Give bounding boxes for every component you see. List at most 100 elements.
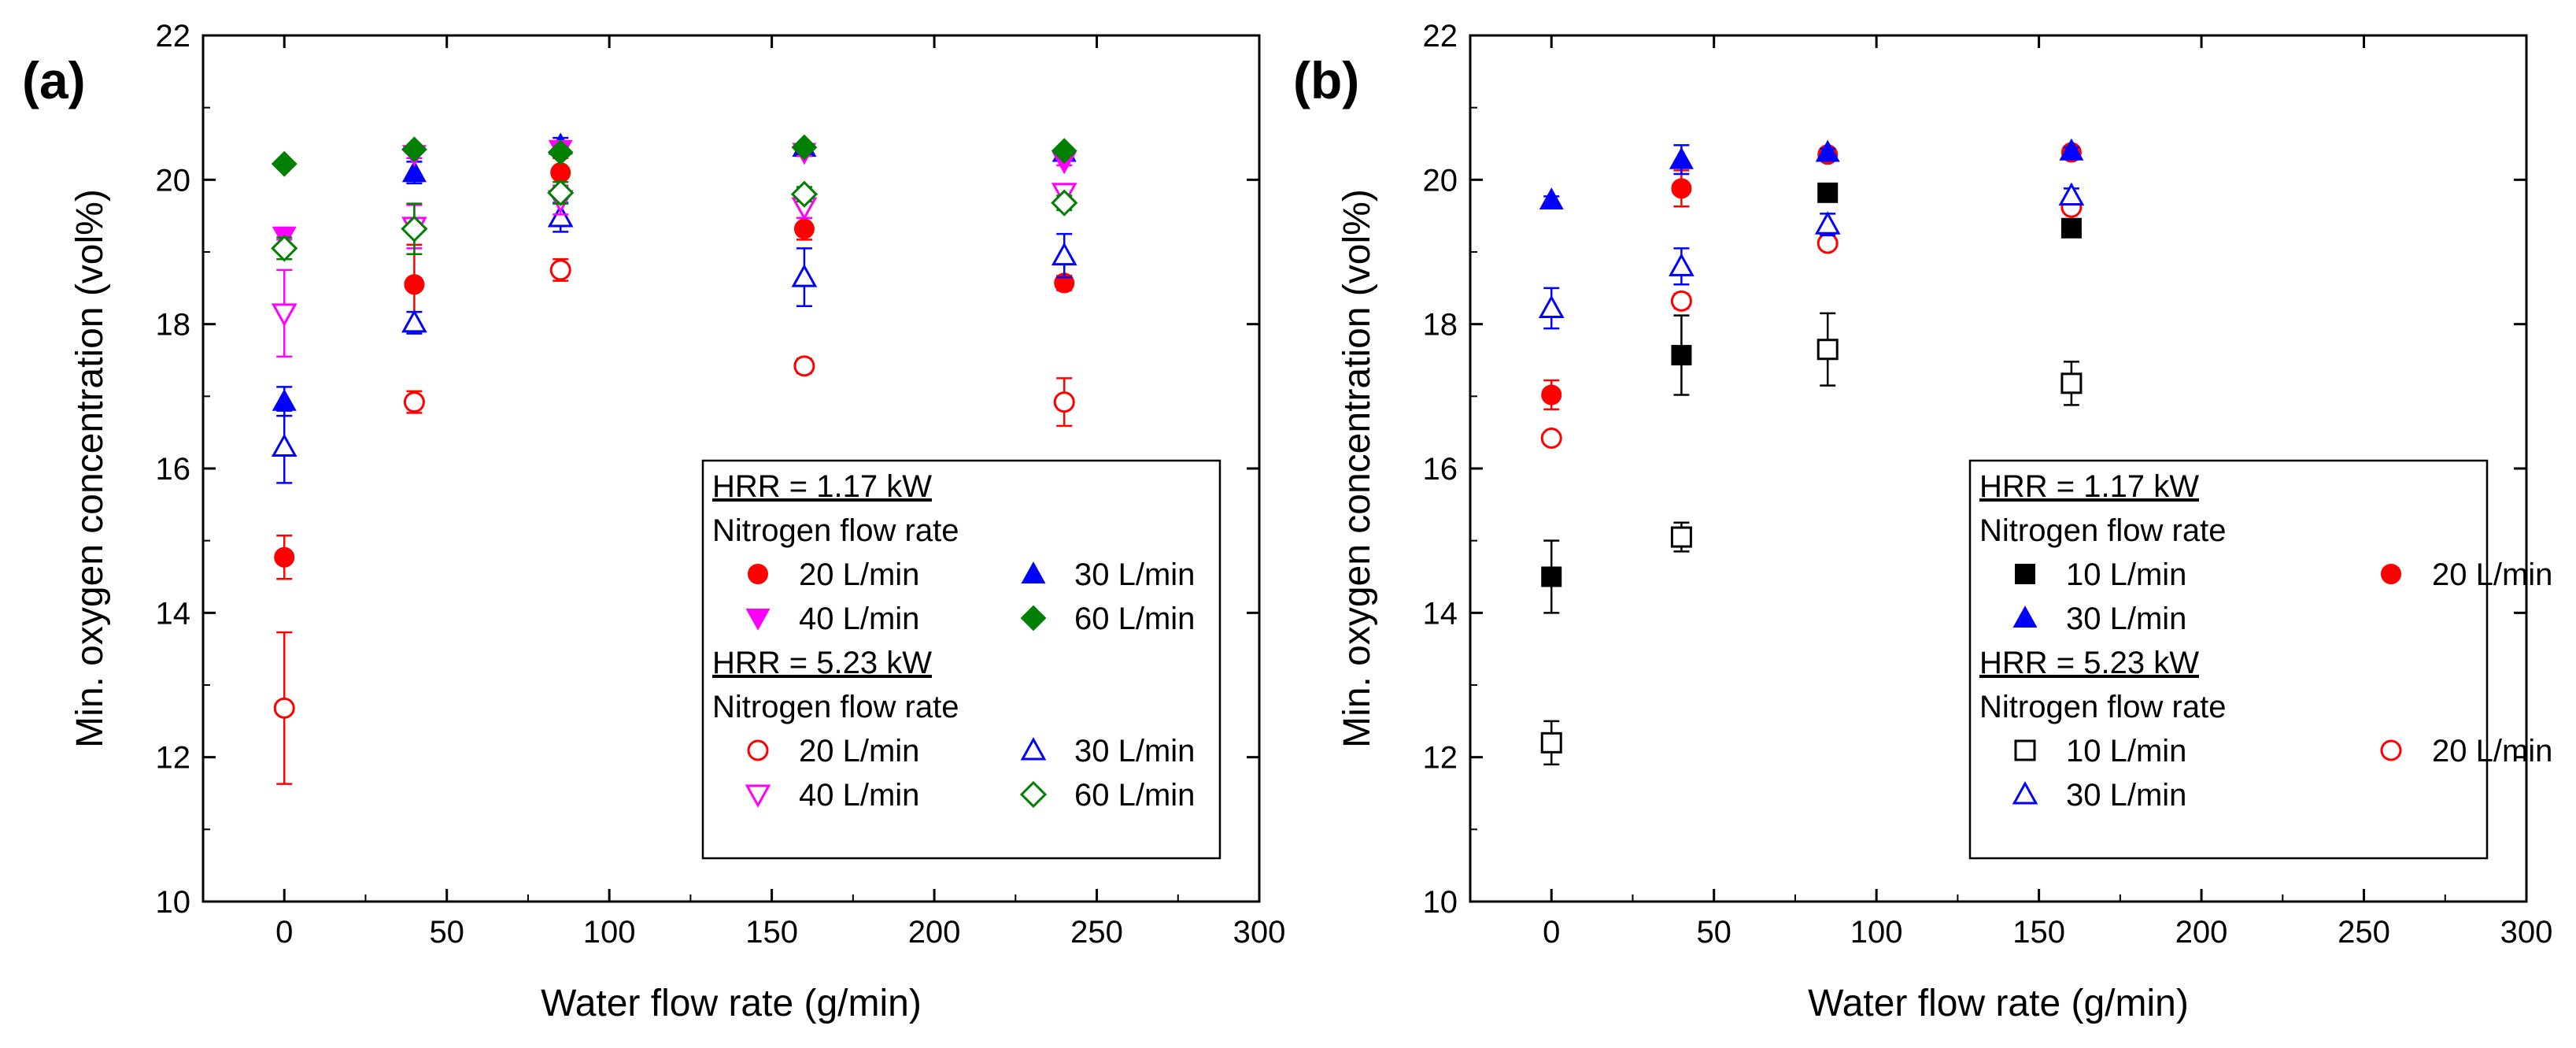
data-point xyxy=(401,309,427,333)
legend: HRR = 1.17 kW Nitrogen flow rate 10 L/min 2… xyxy=(1968,459,2552,860)
legend-marker xyxy=(1020,737,1047,761)
series-6 xyxy=(271,183,1077,358)
data-point xyxy=(1540,428,1562,449)
legend-entry-label: 20 L/min xyxy=(799,734,919,768)
y-axis-title: Min. oxygen concentration (vol%) xyxy=(69,189,111,748)
data-point xyxy=(273,697,295,719)
data-point xyxy=(274,546,295,568)
legend-box xyxy=(1968,459,2489,860)
y-tick-label: 22 xyxy=(1423,19,1458,54)
series-4 xyxy=(1540,196,2083,449)
series-2 xyxy=(1539,138,2084,210)
y-tick-label: 12 xyxy=(156,741,191,776)
legend-entry-label: 20 L/min xyxy=(2432,557,2552,592)
legend-marker xyxy=(2380,739,2402,761)
legend-entry-label: 60 L/min xyxy=(1074,602,1195,636)
y-tick-label: 18 xyxy=(1423,308,1458,343)
legend-entry-label: 30 L/min xyxy=(1074,734,1195,768)
data-point xyxy=(2058,182,2085,206)
legend-marker xyxy=(2014,739,2036,761)
x-tick-label: 250 xyxy=(2338,915,2390,950)
y-tick-label: 14 xyxy=(1423,596,1458,631)
legend-marker xyxy=(2012,605,2038,628)
data-point xyxy=(401,136,427,163)
legend-marker xyxy=(2015,564,2035,584)
data-point xyxy=(1815,139,1840,162)
legend-entry-label: 30 L/min xyxy=(1074,557,1195,592)
series-3 xyxy=(271,134,1077,177)
legend-heading: HRR = 5.23 kW xyxy=(1979,646,2199,680)
data-point xyxy=(1051,138,1077,165)
legend-entry-label: 40 L/min xyxy=(799,778,919,813)
x-tick-label: 0 xyxy=(275,915,293,950)
data-point xyxy=(791,134,818,161)
series-5 xyxy=(1538,182,2085,330)
series-1 xyxy=(1541,142,2082,411)
chart-panel-a: 0 50 100 150 200 250 300 10 12 14 16 18 20 22 Water fl… xyxy=(22,19,1285,1024)
data-point xyxy=(1053,391,1075,413)
series-5 xyxy=(271,202,1077,484)
x-tick-label: 100 xyxy=(583,915,636,950)
legend-marker xyxy=(1021,561,1046,584)
legend-entry-label: 60 L/min xyxy=(1074,778,1195,813)
data-point xyxy=(1540,731,1562,754)
data-point xyxy=(403,391,425,413)
series-3 xyxy=(1540,312,2083,766)
x-axis-title: Water flow rate (g/min) xyxy=(1808,983,2189,1024)
x-tick-label: 300 xyxy=(2500,915,2553,950)
legend-entry-label: 40 L/min xyxy=(799,602,919,636)
data-point xyxy=(547,139,574,165)
x-tick-label: 150 xyxy=(2012,915,2065,950)
y-tick-label: 20 xyxy=(156,163,191,198)
data-point xyxy=(1538,294,1565,319)
data-point xyxy=(404,274,425,295)
data-point xyxy=(401,160,427,183)
legend-box xyxy=(701,459,1221,860)
data-point xyxy=(791,264,818,287)
legend-marker xyxy=(745,784,771,808)
legend-marker xyxy=(2012,781,2038,805)
data-point xyxy=(790,180,819,208)
chart-panel-b: 0 50 100 150 200 250 300 10 12 14 16 18 20 22 Water fl… xyxy=(1293,19,2552,1024)
legend-entry-label: 30 L/min xyxy=(2066,778,2186,813)
panel-label: (b) xyxy=(1293,51,1359,109)
data-point xyxy=(1541,566,1562,587)
y-tick-label: 16 xyxy=(1423,452,1458,487)
legend-marker xyxy=(2381,564,2401,584)
data-point xyxy=(547,204,574,228)
series-2 xyxy=(272,139,1077,249)
x-tick-label: 200 xyxy=(2175,915,2228,950)
data-point xyxy=(1051,242,1077,266)
data-point xyxy=(793,355,815,377)
legend-subheading: Nitrogen flow rate xyxy=(712,690,959,724)
legend-marker xyxy=(745,608,771,631)
y-tick-label: 14 xyxy=(156,596,191,631)
x-tick-label: 300 xyxy=(1233,915,1286,950)
data-point xyxy=(2060,217,2082,239)
x-tick-label: 50 xyxy=(1696,915,1732,950)
y-tick-label: 10 xyxy=(156,885,191,920)
x-tick-label: 0 xyxy=(1543,915,1560,950)
panel-label: (a) xyxy=(22,51,86,109)
data-point xyxy=(1539,187,1564,210)
series-7 xyxy=(271,179,1078,262)
data-point xyxy=(1671,178,1692,199)
legend-marker xyxy=(1019,780,1048,809)
x-tick-label: 100 xyxy=(1850,915,1903,950)
data-point xyxy=(549,259,571,281)
data-point xyxy=(271,235,298,262)
series-0 xyxy=(1541,182,2082,614)
legend-entry-label: 30 L/min xyxy=(2066,602,2186,636)
legend-marker xyxy=(748,564,768,584)
y-tick-label: 10 xyxy=(1423,885,1458,920)
legend-heading: HRR = 1.17 kW xyxy=(712,469,932,504)
legend-heading: HRR = 5.23 kW xyxy=(712,646,932,680)
data-point xyxy=(1817,339,1839,361)
y-tick-label: 16 xyxy=(156,452,191,487)
data-point xyxy=(1051,189,1078,217)
x-tick-label: 150 xyxy=(745,915,798,950)
data-point xyxy=(1817,182,1839,203)
legend-subheading: Nitrogen flow rate xyxy=(712,513,959,548)
data-point xyxy=(1541,384,1562,405)
